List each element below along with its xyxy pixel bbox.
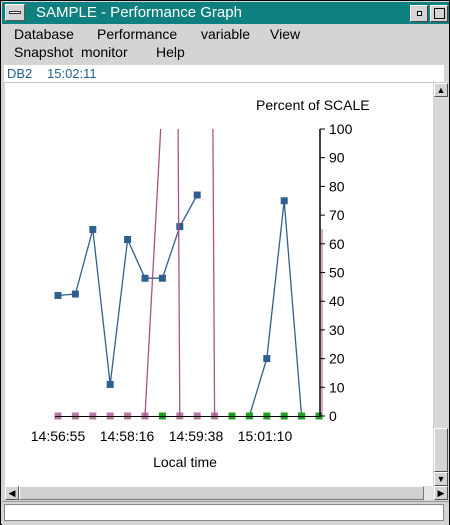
y-tick-label: 50 xyxy=(329,265,345,281)
x-tick-label: 15:01:10 xyxy=(238,428,293,444)
data-point xyxy=(54,291,62,299)
series-line xyxy=(144,128,162,417)
y-tick-label: 10 xyxy=(329,379,345,395)
data-point xyxy=(176,223,184,231)
x-axis-label: Local time xyxy=(153,454,217,470)
data-point xyxy=(158,274,166,282)
vertical-scroll-thumb[interactable] xyxy=(434,428,448,472)
vertical-scrollbar[interactable]: ▲ ▼ xyxy=(434,83,448,486)
x-tick-label: 14:58:16 xyxy=(100,428,155,444)
data-point xyxy=(280,197,288,205)
minimize-icon xyxy=(417,11,422,16)
status-line: DB2 15:02:11 xyxy=(4,65,444,83)
menu-database[interactable]: Database xyxy=(14,26,74,42)
menu-variable[interactable]: variable xyxy=(201,26,251,42)
x-tick-label: 14:56:55 xyxy=(31,428,86,444)
y-tick-label: 40 xyxy=(329,293,345,309)
data-point xyxy=(124,235,132,243)
data-point xyxy=(263,355,271,363)
scroll-down-arrow-icon[interactable]: ▼ xyxy=(434,472,448,486)
y-tick-label: 80 xyxy=(329,178,345,194)
series-line xyxy=(212,128,216,417)
horizontal-scroll-thumb[interactable] xyxy=(19,486,424,500)
x-tick-label: 14:59:38 xyxy=(169,428,224,444)
y-tick-label: 0 xyxy=(329,408,337,424)
y-tick-label: 30 xyxy=(329,322,345,338)
bottom-status-bar xyxy=(2,501,449,525)
y-tick-label: 20 xyxy=(329,351,345,367)
horizontal-scrollbar[interactable]: ◀ ▶ xyxy=(5,486,448,500)
data-point xyxy=(106,380,114,388)
scroll-right-arrow-icon[interactable]: ▶ xyxy=(434,486,448,500)
y-tick-label: 60 xyxy=(329,236,345,252)
y-tick-label: 70 xyxy=(329,207,345,223)
menu-performance[interactable]: Performance xyxy=(97,26,178,42)
data-point xyxy=(193,191,201,199)
series-line xyxy=(177,128,181,417)
y-tick-label: 100 xyxy=(329,121,353,137)
menu-help[interactable]: Help xyxy=(156,44,185,60)
maximize-icon xyxy=(434,8,445,19)
series-line xyxy=(248,200,303,417)
minimize-button[interactable] xyxy=(410,5,428,22)
database-name: DB2 xyxy=(7,66,33,81)
y-axis-label: Percent of SCALE xyxy=(256,97,370,113)
data-point xyxy=(141,274,149,282)
status-field xyxy=(4,504,444,521)
system-menu-button[interactable] xyxy=(5,4,25,21)
window-title: SAMPLE - Performance Graph xyxy=(36,4,242,21)
menu-bar: Database Performance variable View Snaps… xyxy=(2,24,449,64)
chart-svg: 0 10 20 30 40 50 60 70 80 90 100 14:56:55 14:58:16 14… xyxy=(31,97,370,470)
performance-graph: 0 10 20 30 40 50 60 70 80 90 100 14:56:55 14:58:16 14… xyxy=(5,83,433,486)
scroll-left-arrow-icon[interactable]: ◀ xyxy=(5,486,19,500)
status-time: 15:02:11 xyxy=(47,66,97,81)
system-menu-icon xyxy=(9,11,21,14)
data-point xyxy=(89,225,97,233)
title-bar[interactable]: SAMPLE - Performance Graph xyxy=(2,2,449,24)
data-point xyxy=(71,290,79,298)
maximize-button[interactable] xyxy=(430,5,448,22)
menu-view[interactable]: View xyxy=(270,26,301,42)
y-tick-label: 90 xyxy=(329,150,345,166)
scroll-up-arrow-icon[interactable]: ▲ xyxy=(434,83,448,97)
menu-snapshot-monitor[interactable]: Snapshot monitor xyxy=(14,44,128,60)
